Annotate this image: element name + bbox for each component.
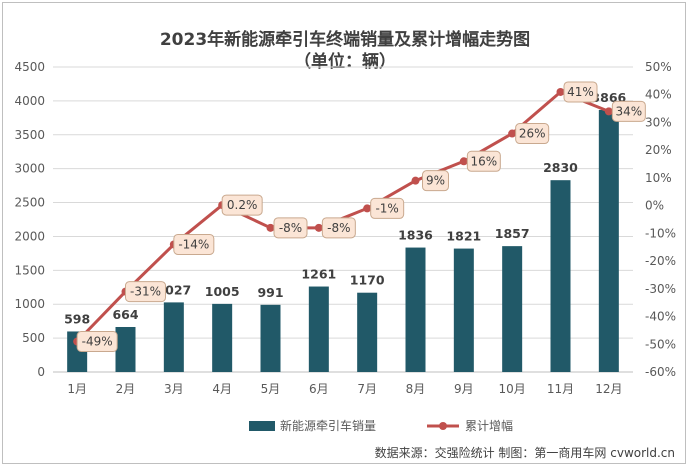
bar-value-label: 1005 — [205, 284, 240, 299]
x-axis-tick: 11月 — [547, 382, 574, 396]
bar — [115, 326, 136, 372]
chart-frame: 2023年新能源牵引车终端销量及累计增幅走势图 （单位：辆） 0 500 1000 150… — [2, 2, 686, 464]
bar-value-label: 598 — [64, 311, 90, 326]
left-axis-tick: 3500 — [14, 128, 45, 142]
bar — [550, 180, 571, 372]
pct-callout-box — [422, 170, 449, 192]
right-axis-tick: -20% — [645, 254, 676, 268]
x-axis-tick: 1月 — [67, 382, 87, 396]
right-axis-tick: -40% — [645, 310, 676, 324]
growth-point — [604, 107, 613, 116]
bar-value-label: 2830 — [543, 160, 578, 175]
right-axis-tick: -30% — [645, 282, 676, 296]
x-axis-tick: 3月 — [164, 382, 184, 396]
pct-callout-box — [125, 281, 166, 303]
pct-callout-box — [611, 100, 646, 122]
right-axis-tick: 30% — [645, 115, 672, 129]
pct-callout-box — [173, 233, 215, 255]
bar — [212, 303, 233, 372]
chart-subtitle: （单位：辆） — [294, 51, 396, 72]
bar — [453, 248, 474, 372]
left-axis-tick: 2000 — [14, 229, 45, 243]
x-axis-tick: 10月 — [499, 382, 526, 396]
growth-point — [266, 223, 275, 232]
bar — [357, 292, 378, 372]
growth-point — [314, 223, 323, 232]
right-axis-tick: 50% — [645, 60, 672, 74]
x-axis-tick: 7月 — [357, 382, 377, 396]
bar — [598, 109, 619, 373]
left-axis-tick: 1000 — [14, 297, 45, 311]
growth-point — [459, 157, 468, 166]
pct-callout-box — [221, 194, 263, 216]
bar — [502, 246, 523, 372]
x-axis-tick: 4月 — [212, 382, 232, 396]
left-axis-tick: 500 — [22, 331, 45, 345]
left-axis-tick: 4000 — [14, 94, 45, 108]
growth-point — [363, 204, 372, 213]
left-axis-tick: 2500 — [14, 196, 45, 210]
left-axis-tick: 3000 — [14, 162, 45, 176]
pct-value-label: -14% — [178, 237, 209, 251]
legend-swatch-bar — [249, 421, 275, 431]
pct-value-label: 26% — [519, 127, 546, 141]
right-axis-tick: -50% — [645, 337, 676, 351]
right-axis-tick: 40% — [645, 88, 672, 102]
bar-value-label: 1857 — [495, 226, 530, 241]
x-axis-tick: 12月 — [595, 382, 622, 396]
pct-callout-box — [563, 81, 598, 103]
pct-value-label: -8% — [279, 221, 302, 235]
legend-swatch-marker — [439, 422, 447, 430]
bar — [163, 302, 184, 372]
growth-point — [411, 176, 420, 185]
legend-label-line: 累计增幅 — [465, 418, 513, 433]
x-axis-tick: 8月 — [406, 382, 426, 396]
pct-callout-box — [321, 217, 356, 239]
x-axis-tick: 2月 — [116, 382, 136, 396]
pct-value-label: -31% — [130, 285, 161, 299]
pct-value-label: 34% — [615, 104, 642, 118]
right-axis-tick: 0% — [645, 199, 664, 213]
left-axis-tick: 1500 — [14, 263, 45, 277]
pct-value-label: 16% — [470, 154, 497, 168]
bar — [308, 286, 329, 372]
growth-point — [508, 129, 517, 138]
legend-label-bar: 新能源牵引车销量 — [280, 418, 376, 433]
left-axis-tick: 4500 — [14, 60, 45, 74]
bar — [260, 304, 281, 372]
x-axis-tick: 9月 — [454, 382, 474, 396]
bar-value-label: 664 — [112, 307, 138, 322]
chart-svg: 2023年新能源牵引车终端销量及累计增幅走势图（单位：辆） 0 500 1000 150… — [14, 29, 676, 460]
bar-value-label: 1261 — [301, 267, 336, 282]
pct-value-label: 9% — [426, 174, 445, 188]
bar-value-label: 1836 — [398, 228, 433, 243]
left-axis-tick: 0 — [37, 365, 45, 379]
x-axis-tick: 5月 — [261, 382, 281, 396]
x-axis-tick: 6月 — [309, 382, 329, 396]
bar-value-label: 991 — [257, 285, 283, 300]
pct-callout-box — [273, 217, 308, 239]
pct-value-label: 41% — [567, 85, 594, 99]
source-note: 数据来源：交强险统计 制图：第一商用车网 cvworld.cn — [375, 445, 675, 460]
right-axis-tick: 10% — [645, 171, 672, 185]
pct-callout-box — [515, 123, 550, 145]
growth-point — [556, 87, 565, 96]
pct-value-label: 0.2% — [227, 198, 258, 212]
pct-callout-box — [466, 150, 501, 172]
chart-title: 2023年新能源牵引车终端销量及累计增幅走势图 — [160, 29, 530, 50]
right-axis-tick: 20% — [645, 143, 672, 157]
bar-value-label: 1821 — [446, 229, 481, 244]
pct-callout-box — [76, 331, 118, 352]
pct-value-label: -1% — [375, 201, 398, 215]
pct-value-label: -49% — [82, 335, 113, 349]
pct-value-label: -8% — [327, 221, 350, 235]
right-axis-tick: -60% — [645, 365, 676, 379]
pct-callout-box — [370, 197, 405, 219]
bar-value-label: 1170 — [350, 273, 385, 288]
right-axis-tick: -10% — [645, 226, 676, 240]
bar — [405, 247, 426, 372]
